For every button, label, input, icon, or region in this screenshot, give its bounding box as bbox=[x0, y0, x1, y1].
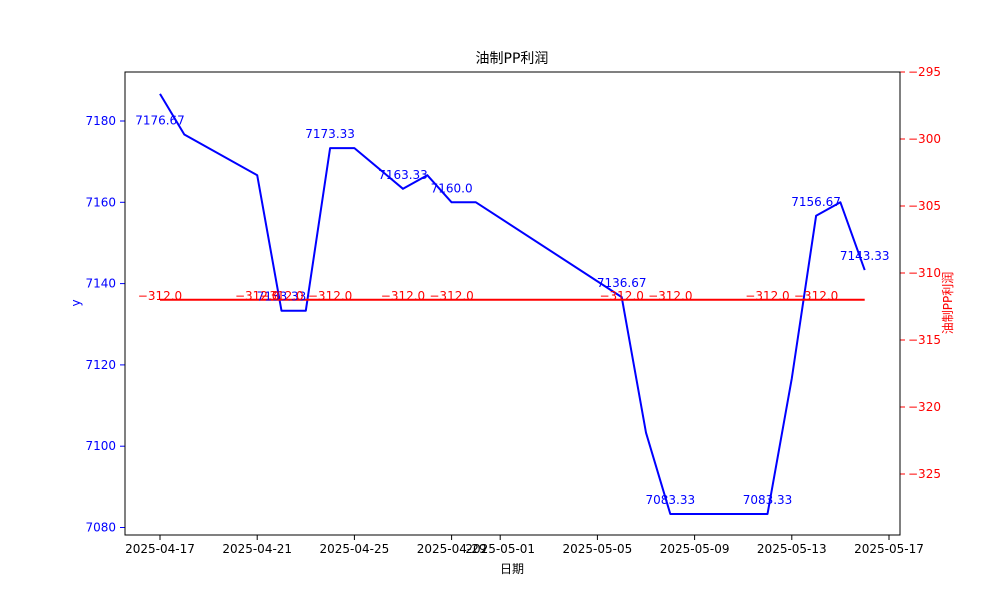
price-data-label: 7083.33 bbox=[645, 493, 695, 507]
y-tick-label: 7180 bbox=[85, 114, 116, 128]
price-data-label: 7133.33 bbox=[257, 290, 307, 304]
y2-tick-label: −310 bbox=[908, 266, 941, 280]
price-data-label: 7083.33 bbox=[743, 493, 793, 507]
profit-data-label: −312.0 bbox=[745, 289, 789, 303]
y2-tick-label: −305 bbox=[908, 199, 941, 213]
y2-axis-label: 油制PP利润 bbox=[941, 272, 955, 334]
profit-data-label: −312.0 bbox=[381, 289, 425, 303]
price-data-label: 7173.33 bbox=[305, 127, 355, 141]
price-data-label: 7163.33 bbox=[378, 168, 428, 182]
y-tick-label: 7160 bbox=[85, 195, 116, 209]
profit-data-label: −312.0 bbox=[308, 289, 352, 303]
profit-data-label: −312.0 bbox=[259, 289, 303, 303]
x-tick-label: 2025-05-17 bbox=[854, 542, 924, 556]
profit-data-label: −312.0 bbox=[599, 289, 643, 303]
y2-tick-label: −295 bbox=[908, 65, 941, 79]
x-tick-label: 2025-05-09 bbox=[660, 542, 730, 556]
y2-tick-label: −325 bbox=[908, 467, 941, 481]
x-tick-label: 2025-04-29 bbox=[417, 542, 487, 556]
price-data-label: 7160.0 bbox=[431, 181, 473, 195]
y-tick-label: 7140 bbox=[85, 277, 116, 291]
price-data-label: 7143.33 bbox=[840, 249, 890, 263]
price-series-line bbox=[159, 93, 866, 515]
x-tick-label: 2025-04-25 bbox=[320, 542, 390, 556]
plot-frame bbox=[124, 71, 901, 536]
y2-tick-label: −300 bbox=[908, 132, 941, 146]
price-data-label: 7136.67 bbox=[597, 276, 647, 290]
y2-tick-label: −320 bbox=[908, 400, 941, 414]
y-tick-label: 7120 bbox=[85, 358, 116, 372]
price-data-label: 7156.67 bbox=[791, 195, 841, 209]
x-axis-label: 日期 bbox=[500, 562, 524, 576]
y-tick-label: 7080 bbox=[85, 521, 116, 535]
y-axis-label: y bbox=[69, 299, 83, 306]
y-tick-label: 7100 bbox=[85, 439, 116, 453]
chart-title: 油制PP利润 bbox=[476, 51, 549, 67]
x-tick-label: 2025-05-13 bbox=[757, 542, 827, 556]
x-tick-label: 2025-04-17 bbox=[125, 542, 195, 556]
x-tick-label: 2025-05-05 bbox=[563, 542, 633, 556]
profit-data-label: −312.0 bbox=[429, 289, 473, 303]
x-tick-label: 2025-04-21 bbox=[222, 542, 292, 556]
profit-data-label: −312.0 bbox=[648, 289, 692, 303]
x-tick-label: 2025-05-01 bbox=[465, 542, 535, 556]
y2-tick-label: −315 bbox=[908, 333, 941, 347]
price-data-label: 7176.67 bbox=[135, 114, 185, 128]
profit-data-label: −312.0 bbox=[138, 289, 182, 303]
profit-data-label: −312.0 bbox=[794, 289, 838, 303]
profit-data-label: −312.0 bbox=[235, 289, 279, 303]
